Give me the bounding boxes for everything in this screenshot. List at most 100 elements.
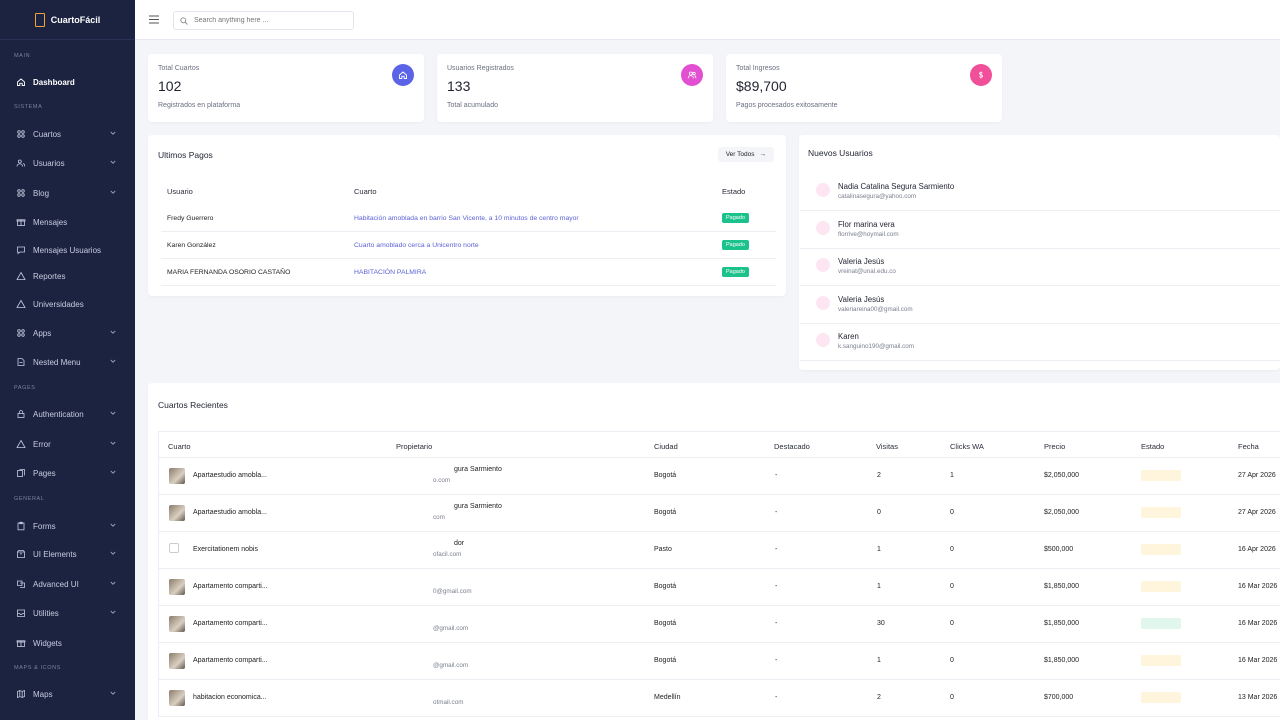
payment-user: Karen González <box>167 242 216 249</box>
sidebar-item-blog[interactable]: Blog <box>0 183 135 203</box>
owner-email: ofacil.com <box>433 551 462 558</box>
chevron-down-icon <box>110 160 116 164</box>
sidebar-item-universidades[interactable]: Universidades <box>0 294 135 314</box>
recent-rooms-card: Cuartos Recientes <box>148 383 1280 720</box>
section-pages: PAGES <box>14 385 36 391</box>
sidebar-item-cuartos[interactable]: Cuartos <box>0 124 135 144</box>
sidebar-item-usuarios[interactable]: Usuarios <box>0 153 135 173</box>
col-ciudad: Ciudad <box>654 442 678 451</box>
sidebar-item-reportes[interactable]: Reportes <box>0 266 135 286</box>
sidebar-item-widgets[interactable]: Widgets <box>0 633 135 653</box>
sidebar-item-mensajes-usuarios[interactable]: Mensajes Usuarios <box>0 240 135 260</box>
table-row[interactable]: Exercitationem nobis dor ofacil.com Pasto - 1… <box>158 532 1280 569</box>
sidebar-item-label: UI Elements <box>33 549 77 559</box>
col-estado: Estado <box>1141 442 1165 451</box>
table-row[interactable]: Apartamento comparti... @gmail.com Bogotá -… <box>158 643 1280 680</box>
sidebar-item-pages[interactable]: Pages <box>0 463 135 483</box>
table-row: Fredy Guerrero Habitación amoblada en bar… <box>161 205 776 232</box>
owner-email: otmail.com <box>433 699 464 706</box>
chevron-down-icon <box>110 691 116 695</box>
table-row[interactable]: Apartaestudio amobla... gura Sarmiento o.c… <box>158 458 1280 495</box>
room-date: 27 Apr 2026 <box>1238 472 1276 479</box>
avatar <box>816 220 830 235</box>
table-row[interactable]: habitacion economica... otmail.com Medellí… <box>158 680 1280 717</box>
recent-title: Cuartos Recientes <box>158 400 228 410</box>
status-badge <box>1141 655 1181 666</box>
room-city: Pasto <box>654 546 672 553</box>
user-name: Valeria Jesús <box>838 294 885 304</box>
room-clicks: 1 <box>950 472 954 479</box>
owner-email: @gmail.com <box>433 662 469 669</box>
status-badge <box>1141 581 1181 592</box>
payment-room-link[interactable]: Habitación amoblada en barrio San Vicent… <box>354 215 579 222</box>
table-row[interactable]: Apartaestudio amobla... gura Sarmiento com… <box>158 495 1280 532</box>
map-icon <box>16 689 26 699</box>
owner-name: dor <box>454 540 465 547</box>
col-visitas: Visitas <box>876 442 898 451</box>
search-box[interactable] <box>173 11 354 30</box>
sidebar-item-utilities[interactable]: Utilities <box>0 603 135 623</box>
payment-user: Fredy Guerrero <box>167 215 214 222</box>
table-row[interactable]: Apartamento comparti... 0@gmail.com Bogotá… <box>158 569 1280 606</box>
stat-subtitle: Pagos procesados exitosamente <box>736 102 838 109</box>
new-users-title: Nuevos Usuarios <box>808 148 873 158</box>
room-thumbnail <box>169 543 179 553</box>
table-row[interactable]: Apartamento comparti... @gmail.com Bogotá -… <box>158 606 1280 643</box>
view-all-button[interactable]: Ver Todos → <box>717 147 774 162</box>
table-row: MARIA FERNANDA OSORIO CASTAÑO HABITACIÓN … <box>161 259 776 286</box>
sidebar-item-mensajes[interactable]: Mensajes <box>0 212 135 232</box>
chevron-down-icon <box>110 551 116 555</box>
avatar <box>816 258 830 272</box>
status-badge: Pagado <box>722 267 749 277</box>
search-icon <box>180 16 188 25</box>
payment-room-link[interactable]: HABITACIÓN PALMIRA <box>354 269 427 276</box>
room-city: Bogotá <box>654 657 677 664</box>
list-item[interactable]: Flor marina vera florrive@hoymail.com <box>800 212 1280 249</box>
payment-user: MARIA FERNANDA OSORIO CASTAÑO <box>167 269 291 276</box>
room-date: 16 Apr 2026 <box>1238 546 1276 553</box>
user-email: vreinat@unal.edu.co <box>838 268 896 275</box>
sidebar-item-authentication[interactable]: Authentication <box>0 404 135 424</box>
room-visits: 0 <box>877 509 881 516</box>
sidebar-item-apps[interactable]: Apps <box>0 323 135 343</box>
arrow-right-icon: → <box>759 151 767 158</box>
room-date: 16 Mar 2026 <box>1238 583 1278 590</box>
search-input[interactable] <box>194 17 344 24</box>
room-visits: 30 <box>877 620 885 627</box>
sidebar-item-label: Mensajes Usuarios <box>33 245 102 255</box>
avatar <box>816 183 830 197</box>
sidebar-item-advanced-ui[interactable]: Advanced UI <box>0 574 135 594</box>
user-email: valeriareina00@gmail.com <box>838 305 913 313</box>
sidebar-item-maps[interactable]: Maps <box>0 684 135 704</box>
sidebar-item-label: Cuartos <box>33 129 62 139</box>
col-cuarto: Cuarto <box>168 442 191 451</box>
sidebar-item-forms[interactable]: Forms <box>0 516 135 536</box>
list-item[interactable]: Valeria Jesús valeriareina00@gmail.com <box>800 287 1280 324</box>
owner-email: com <box>433 514 445 521</box>
room-date: 27 Apr 2026 <box>1238 509 1276 516</box>
col-precio: Precio <box>1044 442 1066 451</box>
sidebar-item-dashboard[interactable]: Dashboard <box>0 72 135 92</box>
room-price: $1,850,000 <box>1044 583 1080 590</box>
sidebar-item-label: Maps <box>33 689 53 699</box>
list-item[interactable]: Karen k.sanguino190@gmail.com <box>800 324 1280 361</box>
file-icon <box>16 357 26 367</box>
door-logo-icon <box>34 12 45 27</box>
room-thumbnail <box>169 653 185 669</box>
sidebar-item-nested-menu[interactable]: Nested Menu <box>0 352 135 372</box>
stat-title: Total Ingresos <box>736 65 780 72</box>
brand[interactable]: CuartoFácil <box>0 0 135 40</box>
sidebar-item-label: Error <box>33 439 51 449</box>
chevron-down-icon <box>110 470 116 474</box>
room-price: $1,850,000 <box>1044 620 1080 627</box>
stat-value: 102 <box>158 78 182 94</box>
sidebar-item-ui-elements[interactable]: UI Elements <box>0 544 135 564</box>
section-general: GENERAL <box>14 496 45 502</box>
menu-toggle-icon[interactable] <box>149 15 159 24</box>
list-item[interactable]: Valeria Jesús vreinat@unal.edu.co <box>800 249 1280 286</box>
sidebar-item-error[interactable]: Error <box>0 434 135 454</box>
room-name: Apartamento comparti... <box>193 620 268 627</box>
list-item[interactable]: Nadia Catalina Segura Sarmiento catalinas… <box>800 174 1280 211</box>
payment-room-link[interactable]: Cuarto amoblado cerca a Unicentro norte <box>354 242 479 249</box>
room-price: $700,000 <box>1044 694 1074 701</box>
